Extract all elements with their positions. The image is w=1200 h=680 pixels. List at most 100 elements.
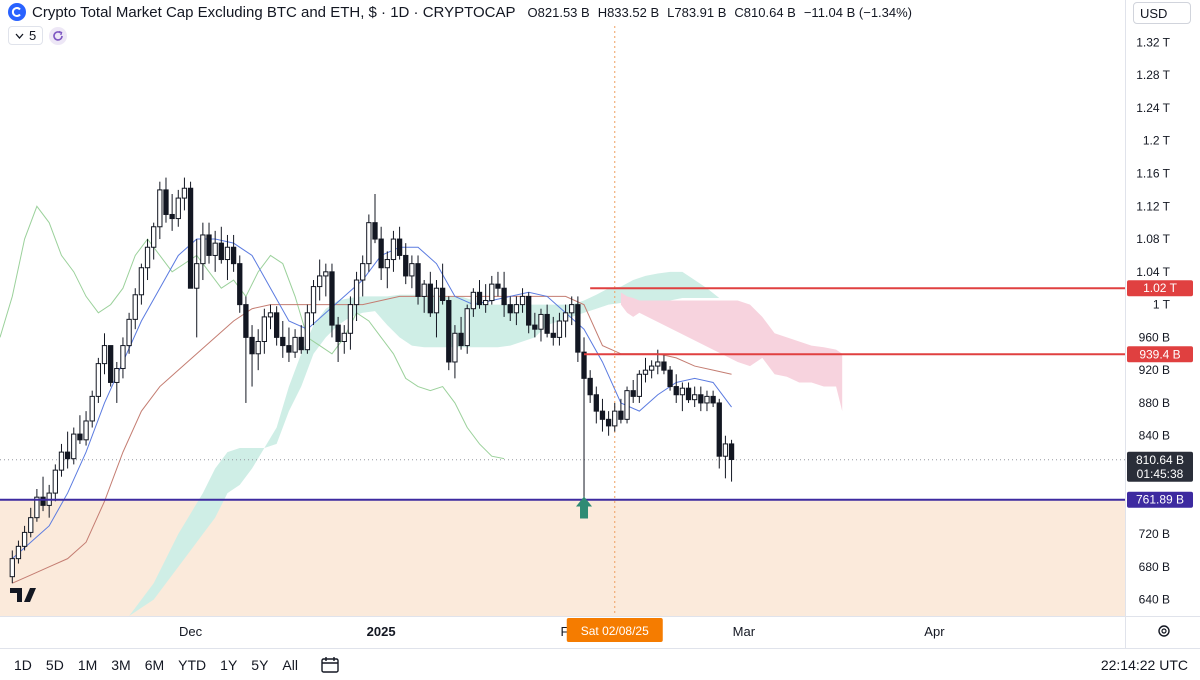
candle-body (569, 304, 575, 314)
candle-bullish (310, 280, 317, 326)
candle-bullish (648, 360, 655, 379)
chart-header: Crypto Total Market Cap Excluding BTC an… (0, 0, 1125, 24)
candle-bullish (323, 263, 329, 297)
range-all-button[interactable]: All (282, 656, 298, 673)
candle-body (83, 420, 89, 441)
candle-body (292, 336, 298, 353)
range-3m-button[interactable]: 3M (111, 656, 131, 673)
range-5d-button[interactable]: 5D (45, 656, 64, 673)
y-tick-label: 680 B (1139, 560, 1170, 574)
candle-body (28, 517, 34, 533)
support-price-badge-label: 761.89 B (1136, 493, 1184, 507)
candle-bearish (618, 398, 624, 424)
y-tick-label: 920 B (1139, 363, 1170, 377)
candle-bullish (612, 402, 618, 432)
candle-bullish (353, 271, 360, 321)
range-ytd-button[interactable]: YTD (178, 656, 207, 673)
candle-bullish (341, 325, 347, 354)
y-tick-label: 1.32 T (1136, 35, 1170, 49)
candle-body (95, 363, 102, 397)
range-1m-button[interactable]: 1M (77, 656, 98, 673)
candle-body (532, 324, 538, 330)
candle-body (347, 304, 354, 334)
candle-body (698, 394, 704, 404)
candle-bearish (526, 292, 532, 334)
candle-body (421, 283, 427, 297)
candle-bearish (415, 255, 421, 305)
candle-body (409, 263, 415, 277)
cryptocap-logo-icon (8, 3, 26, 21)
candle-body (661, 361, 667, 371)
candle-body (403, 254, 409, 277)
candle-body (34, 496, 40, 519)
candle-bullish (384, 251, 390, 289)
indicator-count: 5 (29, 28, 37, 43)
y-tick-label: 1.2 T (1143, 134, 1171, 148)
candle-bullish (636, 370, 642, 403)
candle-bullish (144, 239, 151, 281)
candle-body (40, 496, 46, 506)
candle-bullish (21, 525, 28, 551)
candle-body (605, 418, 612, 427)
candle-bullish (58, 443, 65, 477)
candle-bullish (261, 308, 267, 354)
candle-body (151, 226, 157, 248)
candle-bullish (692, 386, 698, 408)
candle-body (108, 345, 114, 383)
candle-body (317, 275, 323, 288)
range-5y-button[interactable]: 5Y (251, 656, 269, 673)
last-price-badge-countdown: 01:45:38 (1137, 467, 1184, 481)
candle-bearish (661, 353, 667, 375)
range-1d-button[interactable]: 1D (14, 656, 32, 673)
candle-body (636, 373, 642, 397)
high-value: 833.52 B (607, 4, 660, 20)
candle-body (200, 234, 206, 265)
indicators-collapse-button[interactable]: 5 (8, 26, 44, 45)
x-tick-label: Mar (733, 624, 756, 639)
candle-body (126, 318, 132, 347)
candle-body (280, 336, 286, 347)
y-tick-label: 640 B (1139, 593, 1170, 607)
utc-clock[interactable]: 22:14:22 UTC (1100, 657, 1188, 673)
logo-part (10, 588, 22, 602)
candle-bearish (575, 296, 581, 362)
candle-body (452, 332, 458, 363)
y-tick-label: 1.08 T (1136, 232, 1170, 246)
candle-body (501, 287, 507, 306)
candle-bearish (286, 327, 292, 362)
candle-bullish (452, 325, 458, 379)
candle-body (261, 316, 267, 342)
candle-bullish (562, 304, 569, 338)
ohlc-readout: O821.53 B H833.52 B L783.91 B C810.64 B … (527, 4, 913, 20)
candle-body (341, 332, 347, 342)
candle-body (538, 313, 544, 330)
candle-bullish (138, 263, 145, 305)
candle-bullish (433, 280, 440, 338)
candle-bearish (273, 306, 280, 346)
symbol-title[interactable]: Crypto Total Market Cap Excluding BTC an… (32, 3, 516, 21)
range-1y-button[interactable]: 1Y (220, 656, 238, 673)
candle-body (15, 545, 22, 560)
y-tick-label: 960 B (1139, 330, 1170, 344)
refresh-icon[interactable] (49, 26, 68, 45)
candle-body (439, 287, 446, 302)
candle-bearish (218, 226, 224, 264)
candle-body (384, 259, 390, 269)
candle-bearish (599, 398, 606, 432)
candle-bullish (519, 288, 526, 313)
x-tick-label: 2025 (367, 624, 396, 639)
calendar-range-icon[interactable] (320, 656, 340, 674)
candle-body (728, 443, 735, 460)
currency-select[interactable]: USD (1133, 2, 1191, 24)
candle-bearish (630, 380, 636, 403)
candle-bullish (151, 222, 157, 260)
candle-bearish (378, 226, 384, 281)
candle-body (181, 187, 188, 199)
candle-body (138, 267, 145, 296)
resistance-price-badge (1127, 346, 1193, 363)
candle-body (77, 433, 83, 441)
candle-body (144, 246, 151, 269)
range-6m-button[interactable]: 6M (144, 656, 165, 673)
price-chart[interactable]: 1.32 T 1.28 T 1.24 T 1.2 T 1.16 T 1.12 T 1.08 … (0, 0, 1200, 648)
candle-bullish (464, 304, 470, 354)
